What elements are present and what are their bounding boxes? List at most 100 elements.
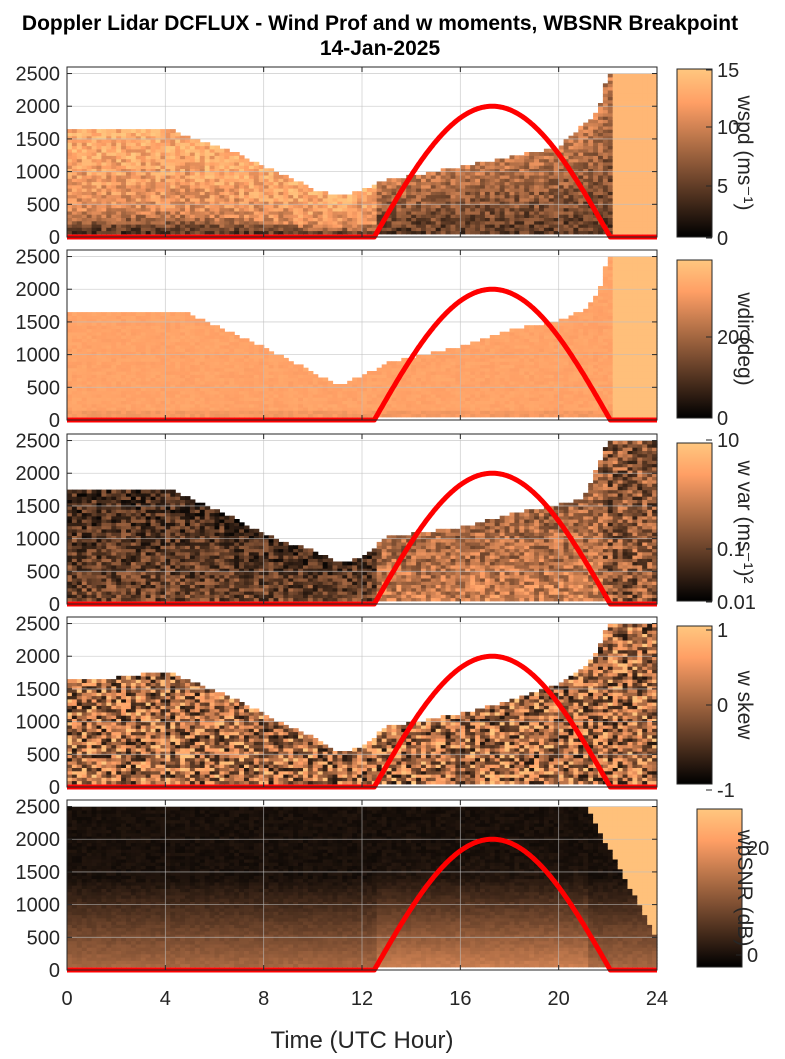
heatmap-cell xyxy=(130,145,137,150)
heatmap-cell xyxy=(239,214,245,218)
heatmap-cell xyxy=(150,138,157,143)
heatmap-cell xyxy=(543,148,550,153)
heatmap-cell xyxy=(106,132,112,137)
heatmap-cell xyxy=(111,152,117,156)
heatmap-cell xyxy=(602,83,609,88)
heatmap-cell xyxy=(204,217,211,222)
heatmap-cell xyxy=(165,138,171,143)
heatmap-cell xyxy=(248,201,255,205)
heatmap-cell xyxy=(71,204,78,209)
heatmap-cell xyxy=(494,158,501,163)
heatmap-cell xyxy=(67,188,73,192)
heatmap-cell xyxy=(67,135,73,140)
heatmap-cell xyxy=(126,210,132,215)
heatmap-cell xyxy=(435,171,442,176)
heatmap-cell xyxy=(175,214,181,218)
heatmap-cell xyxy=(194,210,201,215)
heatmap-cell xyxy=(111,171,117,176)
heatmap-cell xyxy=(155,223,161,228)
heatmap-cell xyxy=(91,135,98,140)
heatmap-cell xyxy=(244,191,250,196)
heatmap-cell xyxy=(140,135,147,140)
heatmap-cell xyxy=(170,214,176,218)
heatmap-cell xyxy=(116,214,122,218)
heatmap-cell xyxy=(165,152,171,156)
heatmap-cell xyxy=(126,181,132,186)
heatmap-cell xyxy=(145,214,152,218)
heatmap-cell xyxy=(401,357,407,362)
heatmap-cell xyxy=(194,201,201,205)
heatmap-cell xyxy=(199,223,206,228)
heatmap-cell xyxy=(219,161,225,166)
heatmap-cell xyxy=(96,207,102,212)
heatmap-cell xyxy=(135,161,142,166)
heatmap-cell xyxy=(253,204,260,209)
heatmap-cell xyxy=(283,174,289,179)
heatmap-cell xyxy=(121,178,127,183)
heatmap-cell xyxy=(189,201,196,205)
heatmap-cell xyxy=(160,138,166,143)
heatmap-cell xyxy=(130,210,137,215)
heatmap-cell xyxy=(209,184,216,189)
heatmap-cell xyxy=(239,191,245,196)
heatmap-cell xyxy=(116,152,122,156)
heatmap-cell xyxy=(126,214,132,218)
heatmap-cell xyxy=(135,132,142,137)
heatmap-cell xyxy=(209,178,216,183)
heatmap-cell xyxy=(170,194,176,199)
heatmap-cell xyxy=(145,174,152,179)
heatmap-cell xyxy=(253,214,260,218)
heatmap-cell xyxy=(81,135,88,140)
heatmap-cell xyxy=(140,158,147,163)
heatmap-cell xyxy=(185,207,191,212)
heatmap-cell xyxy=(170,223,176,228)
heatmap-cell xyxy=(489,161,496,166)
heatmap-cell xyxy=(234,220,240,225)
heatmap-cell xyxy=(140,188,147,192)
heatmap-cell xyxy=(101,201,107,205)
heatmap-cell xyxy=(194,168,201,173)
heatmap-cell xyxy=(155,191,161,196)
heatmap-cell xyxy=(160,227,166,232)
heatmap-cell xyxy=(165,132,171,137)
heatmap-cell xyxy=(116,171,122,176)
heatmap-cell xyxy=(121,148,127,153)
heatmap-cell xyxy=(101,204,107,209)
heatmap-cell xyxy=(135,138,142,143)
heatmap-cell xyxy=(101,181,107,186)
heatmap-cell xyxy=(126,230,132,235)
heatmap-cell xyxy=(209,181,216,186)
heatmap-cell xyxy=(391,178,397,183)
heatmap-cell xyxy=(130,158,137,163)
heatmap-cell xyxy=(111,161,117,166)
heatmap-cell xyxy=(253,184,260,189)
heatmap-cell xyxy=(116,145,122,150)
heatmap-cell xyxy=(170,138,176,143)
heatmap-cell xyxy=(371,371,378,375)
heatmap-cell xyxy=(121,135,127,140)
heatmap-cell xyxy=(160,197,166,202)
heatmap-cell xyxy=(145,197,152,202)
heatmap-cell xyxy=(81,210,88,215)
heatmap-cell xyxy=(116,207,122,212)
heatmap-cell xyxy=(189,207,196,212)
heatmap-cell xyxy=(185,230,191,235)
heatmap-cell xyxy=(327,194,334,199)
heatmap-cell xyxy=(106,135,112,140)
heatmap-cell xyxy=(96,174,102,179)
heatmap-cell xyxy=(106,227,112,232)
heatmap-cell xyxy=(239,210,245,215)
heatmap-cell xyxy=(175,194,181,199)
heatmap-cell xyxy=(229,181,235,186)
heatmap-cell xyxy=(81,220,88,225)
heatmap-cell xyxy=(185,155,191,160)
heatmap-cell xyxy=(101,158,107,163)
heatmap-cell xyxy=(307,188,314,192)
heatmap-cell xyxy=(165,135,171,140)
heatmap-cell xyxy=(189,191,196,196)
heatmap-cell xyxy=(135,191,142,196)
heatmap-cell xyxy=(219,158,225,163)
heatmap-cell xyxy=(617,73,624,78)
heatmap-cell xyxy=(106,174,112,179)
heatmap-cell xyxy=(126,138,132,143)
